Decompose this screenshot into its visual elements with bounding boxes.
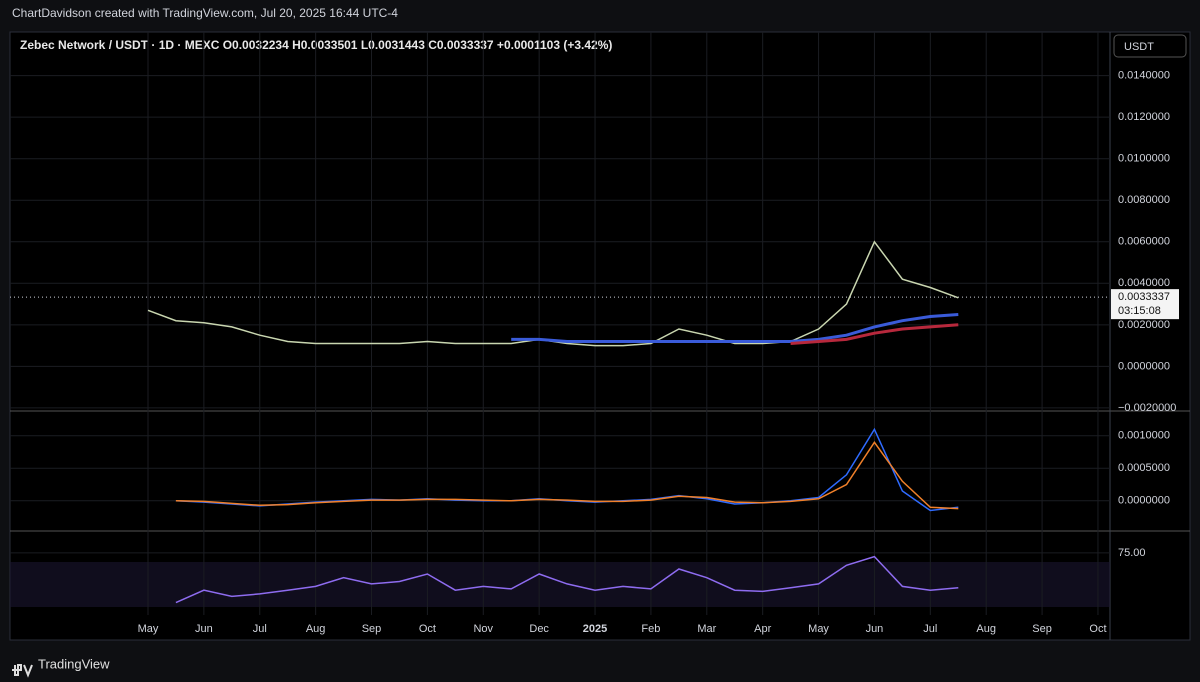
y-tick-label: 0.0000000 — [1118, 360, 1170, 372]
last-price-label: 0.0033337 — [1118, 291, 1170, 303]
x-tick-label: May — [808, 623, 829, 635]
chart-frame — [9, 31, 1191, 641]
y-tick-label: 0.0010000 — [1118, 430, 1170, 442]
countdown-label: 03:15:08 — [1118, 305, 1161, 317]
y-tick-label: 0.0080000 — [1118, 194, 1170, 206]
y-tick-label: 0.0140000 — [1118, 70, 1170, 82]
series-line — [511, 313, 959, 343]
last-price-box — [1111, 289, 1179, 320]
y-tick-label: 0.0040000 — [1118, 277, 1170, 289]
x-tick-label: Nov — [473, 623, 493, 635]
y-tick-label: −0.0020000 — [1118, 402, 1176, 414]
y-tick-label: 0.0060000 — [1118, 236, 1170, 248]
x-tick-label: Oct — [419, 623, 436, 635]
x-tick-label: Apr — [754, 623, 771, 635]
y-tick-label: 0.0005000 — [1118, 462, 1170, 474]
x-tick-label: Jun — [866, 623, 884, 635]
x-tick-label: Sep — [1032, 623, 1052, 635]
rsi-band — [10, 562, 1110, 607]
x-tick-label: Oct — [1089, 623, 1106, 635]
currency-label[interactable]: USDT — [1124, 41, 1154, 53]
x-tick-label: Aug — [976, 623, 996, 635]
header-text: ChartDavidson created with TradingView.c… — [12, 6, 398, 20]
x-tick-label: Aug — [306, 623, 326, 635]
y-tick-label: 0.0000000 — [1118, 495, 1170, 507]
chart-title: Zebec Network / USDT · 1D · MEXC O0.0032… — [20, 38, 612, 52]
y-tick-label: 75.00 — [1118, 547, 1146, 559]
x-tick-label: Jul — [923, 623, 937, 635]
y-tick-label: 0.0100000 — [1118, 153, 1170, 165]
x-tick-label: Sep — [362, 623, 382, 635]
series-line — [175, 440, 959, 510]
series-line — [175, 555, 959, 604]
x-tick-label: Mar — [697, 623, 716, 635]
x-tick-label: May — [138, 623, 159, 635]
x-tick-label: Feb — [641, 623, 660, 635]
x-tick-label: 2025 — [583, 623, 607, 635]
x-tick-label: Jun — [195, 623, 213, 635]
y-tick-label: 0.0020000 — [1118, 319, 1170, 331]
series-line — [790, 323, 959, 345]
y-tick-label: 0.0120000 — [1118, 111, 1170, 123]
currency-button[interactable] — [1113, 34, 1187, 58]
x-tick-label: Jul — [253, 623, 267, 635]
x-tick-label: Dec — [529, 623, 549, 635]
footer-brand: TradingView — [38, 656, 110, 671]
logo — [12, 664, 33, 678]
